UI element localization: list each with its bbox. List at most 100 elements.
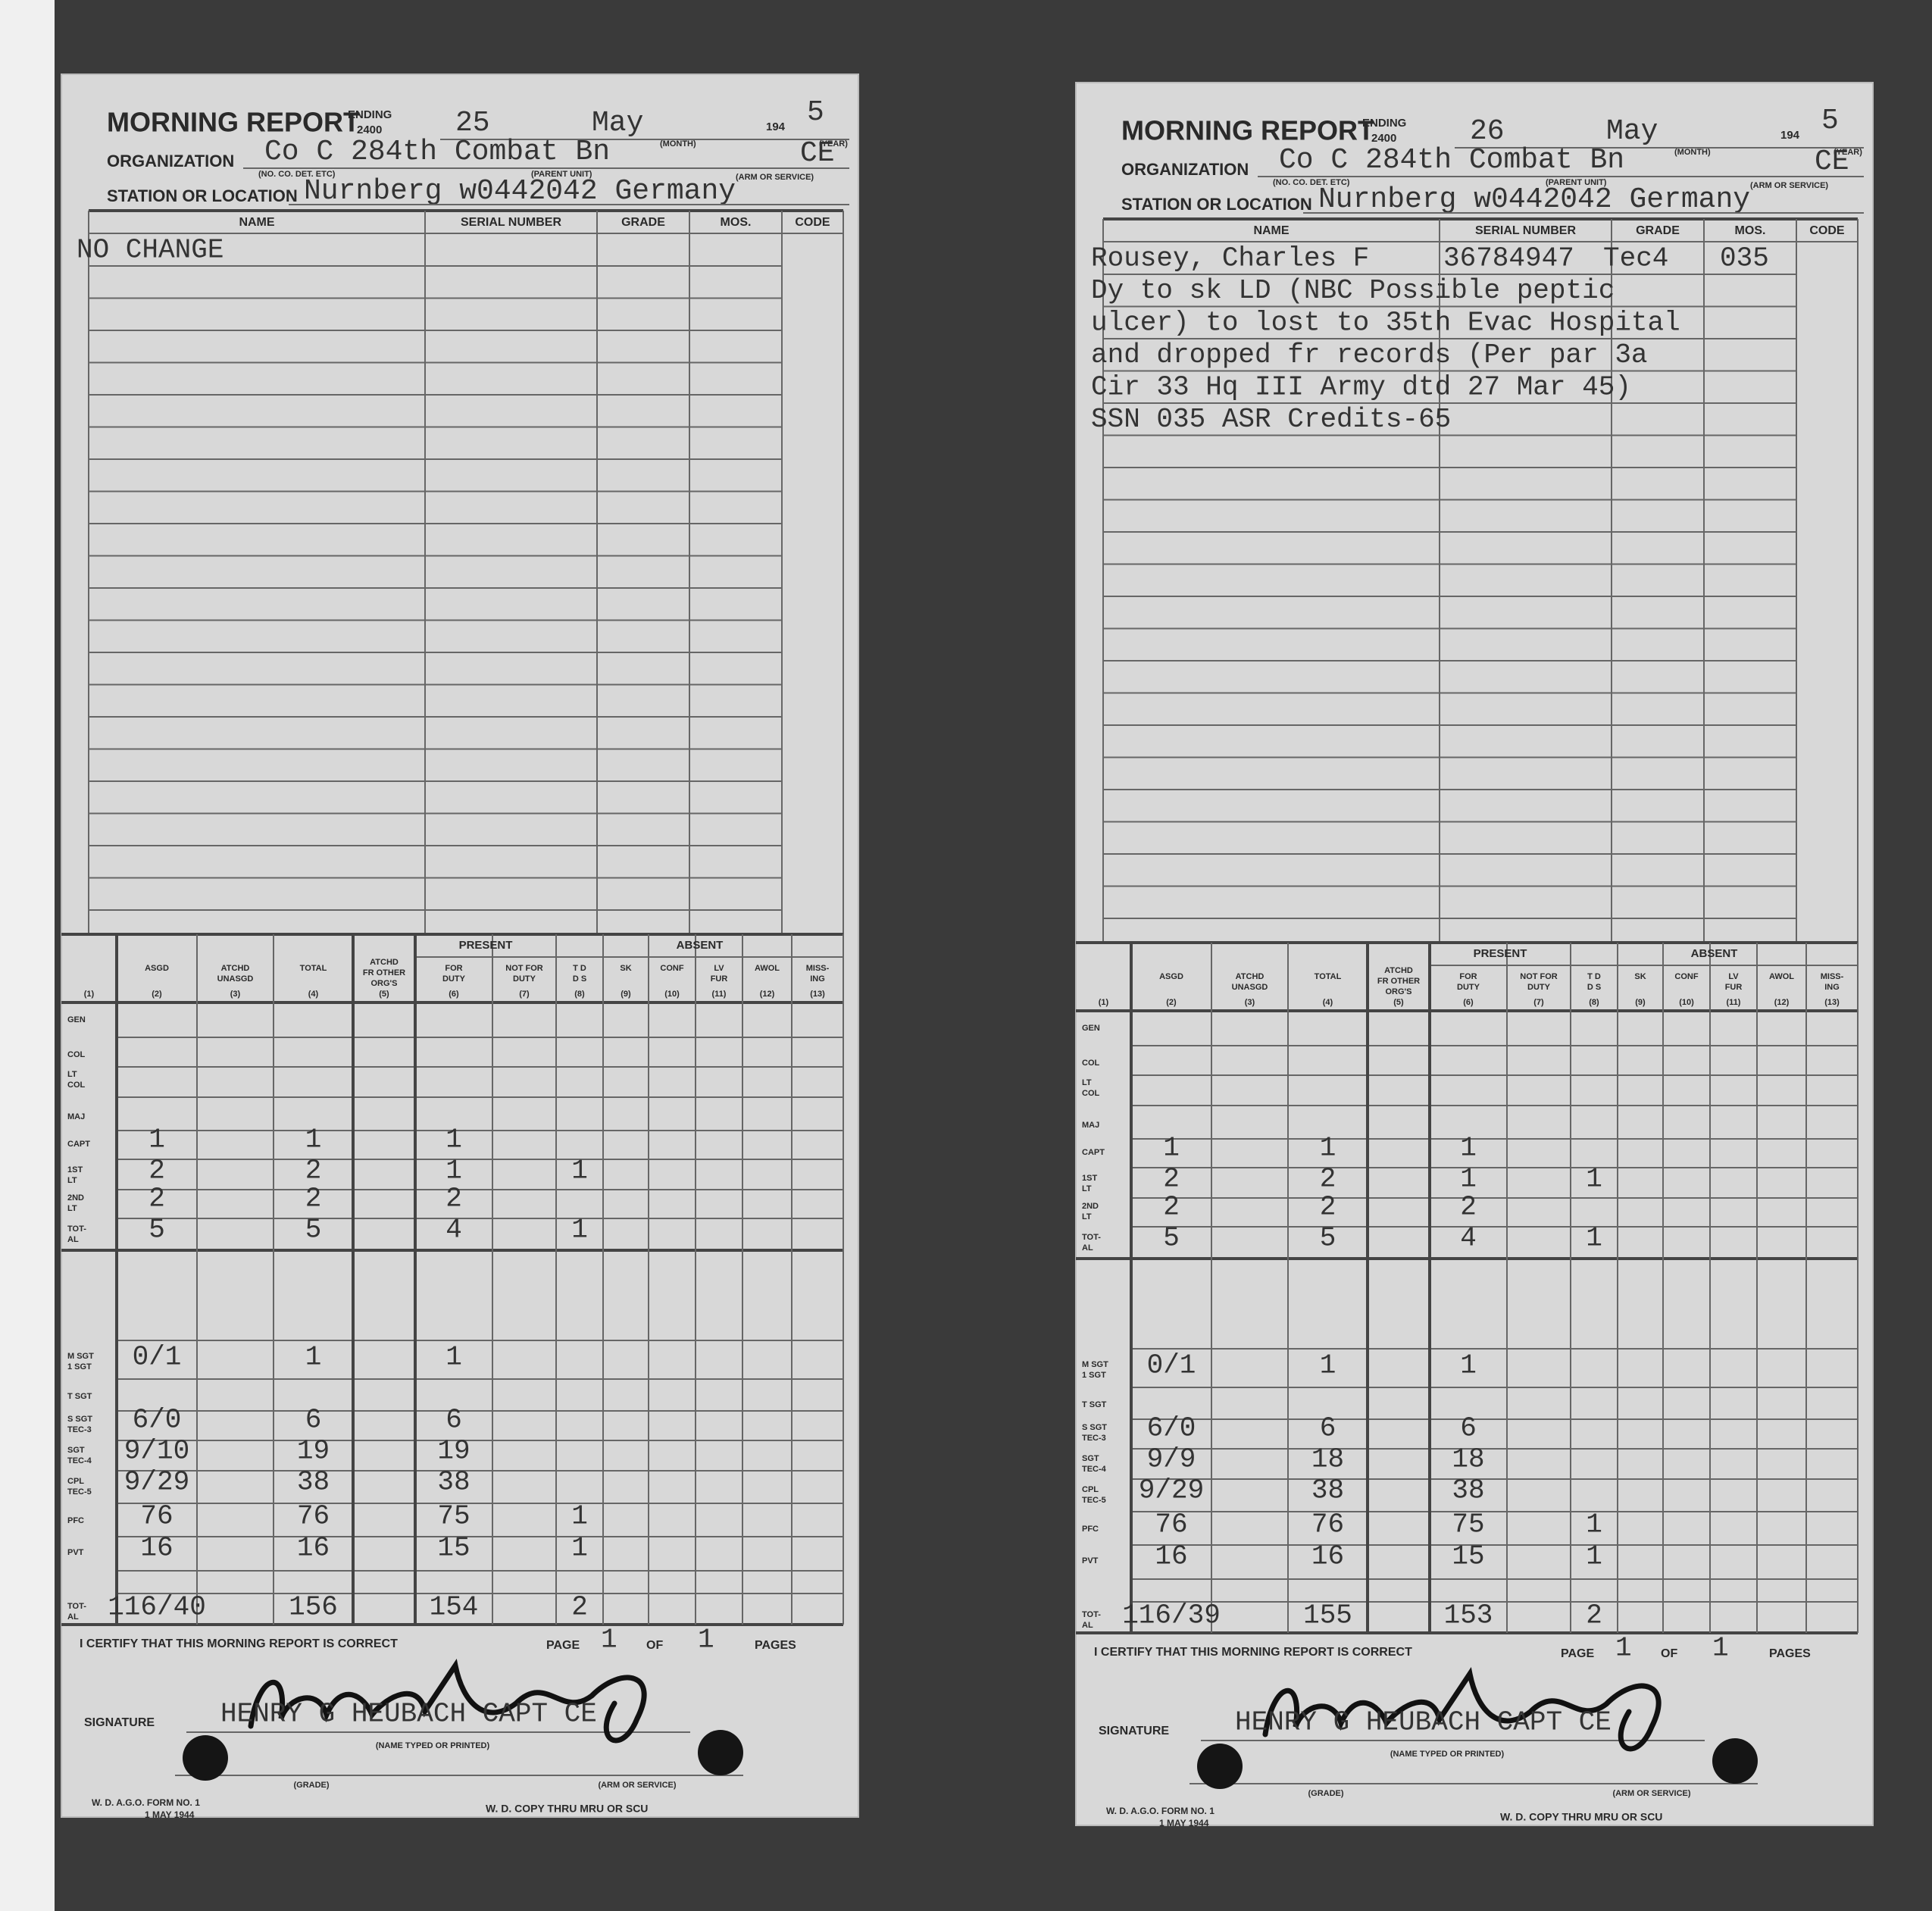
- caption-unit: (NO. CO. DET. ETC): [1273, 178, 1350, 187]
- entry-column-header: GRADE: [1636, 224, 1680, 237]
- entry-text: and dropped fr records (Per par 3a: [1091, 339, 1648, 371]
- ending-label: ENDING: [1362, 117, 1406, 130]
- rank-label: COL: [1082, 1059, 1100, 1068]
- rank-label: MAJ: [1082, 1121, 1099, 1130]
- month: May: [592, 107, 643, 139]
- caption-arm: (ARM OR SERVICE): [736, 173, 814, 182]
- of-label: OF: [1661, 1647, 1677, 1660]
- certify: I CERTIFY THAT THIS MORNING REPORT IS CO…: [80, 1637, 398, 1650]
- strength-value: 1: [1460, 1133, 1477, 1164]
- group-header: ABSENT: [1691, 947, 1738, 960]
- strength-value: 1: [1586, 1223, 1602, 1254]
- strength-value: 5: [1163, 1223, 1180, 1254]
- strength-value: 1: [1586, 1509, 1602, 1540]
- entry-text: SSN 035 ASR Credits-65: [1091, 404, 1451, 435]
- entry-column-header: MOS.: [1735, 224, 1766, 237]
- rank-label: TEC-3: [1082, 1434, 1106, 1443]
- rank-label: TOT-: [1082, 1233, 1101, 1242]
- punch-hole: [183, 1735, 228, 1781]
- rank-label: TEC-5: [1082, 1496, 1106, 1505]
- strength-column-header: SK: [1634, 972, 1646, 981]
- strength-value: 76: [1155, 1509, 1187, 1540]
- strength-value: 9/10: [124, 1436, 189, 1467]
- rank-label: 1ST: [1082, 1174, 1097, 1183]
- strength-value: 1: [445, 1124, 462, 1156]
- rank-label: S SGT: [67, 1415, 92, 1424]
- signature: [1262, 1667, 1662, 1752]
- strength-value: 19: [437, 1436, 470, 1467]
- strength-value: 2: [1320, 1164, 1336, 1195]
- strength-column-header: ATCHD: [1384, 966, 1413, 975]
- month: May: [1606, 115, 1658, 148]
- name-caption: (NAME TYPED OR PRINTED): [376, 1741, 490, 1750]
- strength-value: 4: [445, 1215, 462, 1246]
- strength-value: 6: [445, 1405, 462, 1436]
- rank-label: M SGT: [67, 1352, 94, 1361]
- strength-column-number: (5): [1393, 998, 1404, 1007]
- strength-column-number: (13): [1824, 998, 1840, 1007]
- signer: HENRY G HEUBACH CAPT CE: [220, 1699, 597, 1730]
- strength-value: 0/1: [1147, 1350, 1196, 1381]
- strength-column-number: (3): [230, 990, 241, 999]
- page-label: PAGE: [1561, 1647, 1594, 1660]
- strength-column-number: (2): [152, 990, 162, 999]
- form-title: MORNING REPORT: [1121, 115, 1374, 146]
- strength-column-number: (1): [1099, 998, 1109, 1007]
- strength-value: 75: [1452, 1509, 1484, 1540]
- entry-column-header: GRADE: [621, 216, 665, 229]
- rank-label: AL: [1082, 1243, 1093, 1253]
- rank-label: LT: [67, 1070, 77, 1079]
- rank-label: TEC-4: [67, 1456, 92, 1465]
- strength-column-header: ING: [1824, 983, 1840, 992]
- day: 25: [455, 107, 490, 139]
- group-header: ABSENT: [677, 939, 724, 952]
- strength-column-header: DUTY: [513, 974, 536, 984]
- pages-label: PAGES: [1769, 1647, 1811, 1660]
- strength-column-number: (8): [1589, 998, 1599, 1007]
- strength-column-header: TOTAL: [1315, 972, 1342, 981]
- strength-column-number: (9): [1635, 998, 1646, 1007]
- strength-value: 18: [1452, 1444, 1484, 1475]
- entry-serial: 36784947: [1443, 243, 1574, 274]
- entry-column-header: MOS.: [721, 216, 752, 229]
- rank-label: 1ST: [67, 1165, 83, 1174]
- strength-column-number: (4): [308, 990, 319, 999]
- entry-column-header: SERIAL NUMBER: [461, 216, 561, 229]
- page-count: 1: [1712, 1633, 1729, 1664]
- rank-label: PFC: [1082, 1525, 1099, 1534]
- strength-value: 2: [571, 1592, 588, 1623]
- strength-column-header: T D: [573, 964, 586, 973]
- strength-value: 38: [437, 1467, 470, 1498]
- entry-column-header: NAME: [239, 216, 274, 229]
- rank-label: GEN: [67, 1015, 86, 1024]
- rank-label: LT: [67, 1176, 77, 1185]
- signer: HENRY G HEUBACH CAPT CE: [1235, 1707, 1612, 1738]
- strength-value: 5: [305, 1215, 322, 1246]
- strength-value: 1: [1163, 1133, 1180, 1164]
- arm: CE: [800, 137, 835, 170]
- rank-label: COL: [1082, 1089, 1100, 1098]
- strength-value: 1: [1460, 1350, 1477, 1381]
- strength-value: 155: [1303, 1600, 1352, 1631]
- rank-label: CAPT: [1082, 1148, 1105, 1157]
- rank-label: LT: [67, 1204, 77, 1213]
- form-date: 1 MAY 1944: [145, 1809, 195, 1820]
- caption-parent: (PARENT UNIT): [1546, 178, 1607, 187]
- strength-value: 15: [1452, 1541, 1484, 1572]
- entry-text: ulcer) to lost to 35th Evac Hospital: [1091, 308, 1680, 339]
- caption-unit: (NO. CO. DET. ETC): [258, 170, 336, 179]
- strength-value: 1: [571, 1533, 588, 1564]
- strength-value: 1: [571, 1156, 588, 1187]
- entry-column-header: SERIAL NUMBER: [1475, 224, 1576, 237]
- strength-value: 0/1: [133, 1342, 182, 1373]
- page-count: 1: [698, 1625, 714, 1656]
- strength-value: 156: [289, 1592, 338, 1623]
- strength-value: 76: [297, 1501, 330, 1532]
- form-paper: [61, 74, 859, 1818]
- strength-value: 1: [1460, 1164, 1477, 1195]
- rank-label: S SGT: [1082, 1423, 1107, 1432]
- strength-value: 1: [148, 1124, 165, 1156]
- organization-label: ORGANIZATION: [107, 152, 234, 170]
- page-number: 1: [601, 1625, 617, 1656]
- strength-column-number: (6): [449, 990, 459, 999]
